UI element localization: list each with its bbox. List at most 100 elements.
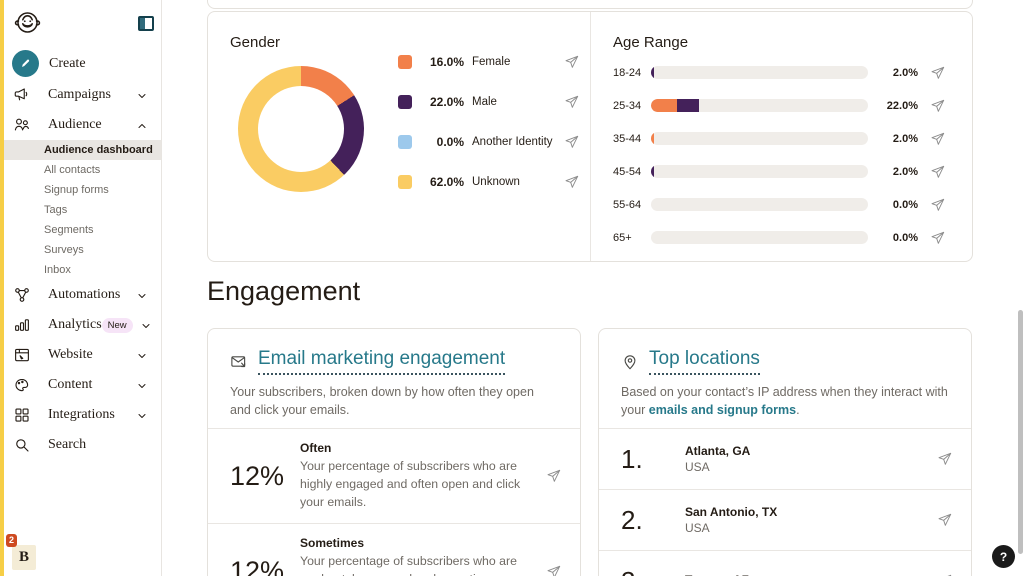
send-icon[interactable]	[930, 131, 946, 147]
location-row-1: 1. Atlanta, GA USA	[599, 429, 971, 490]
megaphone-icon	[13, 86, 31, 104]
sidebar-item-automations[interactable]: Automations	[0, 280, 161, 310]
sidebar-item-search[interactable]: Search	[0, 430, 161, 460]
pencil-icon	[12, 50, 39, 77]
legend-row-female: 16.0% Female	[398, 42, 580, 82]
age-row-18-24: 18-24 2.0%	[613, 56, 946, 89]
chevron-down-icon	[136, 349, 148, 361]
email-engagement-link[interactable]: Email marketing engagement	[258, 348, 506, 375]
sidebar-item-tags[interactable]: Tags	[44, 204, 68, 216]
send-icon[interactable]	[564, 134, 580, 150]
brand-yellow-strip	[0, 0, 4, 576]
previous-card-edge	[207, 0, 973, 9]
new-badge: New	[101, 317, 133, 333]
engagement-heading: Engagement	[207, 276, 361, 306]
age-bar	[651, 231, 868, 244]
send-icon[interactable]	[930, 98, 946, 114]
age-bar	[651, 99, 868, 112]
age-row-65plus: 65+ 0.0%	[613, 221, 946, 254]
age-range-chart: 18-24 2.0% 25-34 22.0% 35-44 2.	[613, 56, 946, 254]
send-icon[interactable]	[564, 94, 580, 110]
sidebar-item-website[interactable]: Website	[0, 340, 161, 370]
age-bar	[651, 132, 868, 145]
send-icon[interactable]	[564, 174, 580, 190]
age-row-35-44: 35-44 2.0%	[613, 122, 946, 155]
locations-card-description: Based on your contact’s IP address when …	[621, 385, 948, 418]
gender-panel: Gender 16.0% Female 22.0% Male	[208, 12, 591, 261]
send-icon[interactable]	[930, 65, 946, 81]
sidebar-item-campaigns[interactable]: Campaigns	[0, 80, 161, 110]
send-icon[interactable]	[930, 197, 946, 213]
palette-icon	[13, 376, 31, 394]
sidebar-item-content[interactable]: Content	[0, 370, 161, 400]
send-icon[interactable]	[564, 54, 580, 70]
mailchimp-logo-icon[interactable]	[13, 8, 42, 37]
gender-legend: 16.0% Female 22.0% Male 0.0% Another Ide…	[398, 42, 580, 202]
top-locations-link[interactable]: Top locations	[649, 348, 760, 375]
map-pin-icon	[621, 353, 639, 371]
female-swatch	[398, 55, 412, 69]
email-engagement-card: Email marketing engagement Your subscrib…	[207, 328, 581, 576]
age-range-panel: Age Range 18-24 2.0% 25-34 22.0%	[591, 12, 972, 261]
age-bar	[651, 66, 868, 79]
sidebar: Create Campaigns Audience Audience dashb…	[0, 0, 162, 576]
chevron-up-icon	[136, 119, 148, 131]
people-icon	[13, 116, 31, 134]
engagement-row-sometimes: 12% Sometimes Your percentage of subscri…	[208, 524, 580, 576]
sidebar-item-inbox[interactable]: Inbox	[44, 264, 71, 276]
collapse-fill	[140, 18, 145, 29]
age-bar	[651, 198, 868, 211]
audience-submenu: Audience dashboard All contacts Signup f…	[0, 140, 161, 280]
sidebar-item-audience-dashboard[interactable]: Audience dashboard	[4, 140, 161, 160]
sidebar-item-all-contacts[interactable]: All contacts	[44, 164, 101, 176]
top-locations-card: Top locations Based on your contact’s IP…	[598, 328, 972, 576]
legend-row-another-identity: 0.0% Another Identity	[398, 122, 580, 162]
unknown-swatch	[398, 175, 412, 189]
sidebar-item-signup-forms[interactable]: Signup forms	[44, 184, 109, 196]
chevron-down-icon	[136, 89, 148, 101]
grid-icon	[13, 406, 31, 424]
location-row-3: 3. Tucson, AZ	[599, 551, 971, 576]
sidebar-item-segments[interactable]: Segments	[44, 224, 94, 236]
sidebar-collapse-button[interactable]	[138, 16, 154, 31]
chevron-down-icon	[140, 319, 152, 331]
browser-icon	[13, 346, 31, 364]
scrollbar-thumb[interactable]	[1018, 310, 1023, 554]
sidebar-item-integrations[interactable]: Integrations	[0, 400, 161, 430]
age-range-title: Age Range	[613, 34, 689, 51]
send-icon[interactable]	[930, 230, 946, 246]
chevron-down-icon	[136, 289, 148, 301]
avatar-initial: B	[12, 545, 36, 570]
send-icon[interactable]	[546, 564, 562, 576]
send-icon[interactable]	[930, 164, 946, 180]
legend-row-male: 22.0% Male	[398, 82, 580, 122]
engagement-row-often: 12% Often Your percentage of subscribers…	[208, 429, 580, 525]
envelope-icon	[230, 353, 248, 371]
help-button[interactable]: ?	[992, 545, 1015, 568]
legend-row-unknown: 62.0% Unknown	[398, 162, 580, 202]
create-button[interactable]: Create	[12, 50, 86, 77]
sidebar-nav: Campaigns Audience Audience dashboard Al…	[0, 80, 161, 460]
send-icon[interactable]	[546, 468, 562, 484]
send-icon[interactable]	[937, 512, 953, 528]
age-row-45-54: 45-54 2.0%	[613, 155, 946, 188]
send-icon[interactable]	[937, 451, 953, 467]
account-avatar[interactable]: 2 B	[6, 534, 36, 570]
age-row-55-64: 55-64 0.0%	[613, 188, 946, 221]
search-icon	[13, 436, 31, 454]
sidebar-item-audience[interactable]: Audience	[0, 110, 161, 140]
sidebar-item-analytics[interactable]: Analytics New	[0, 310, 161, 340]
locations-card-header: Top locations Based on your contact’s IP…	[599, 329, 971, 429]
male-swatch	[398, 95, 412, 109]
sidebar-item-surveys[interactable]: Surveys	[44, 244, 84, 256]
emails-signup-forms-link[interactable]: emails and signup forms	[648, 403, 797, 418]
create-label: Create	[49, 55, 86, 71]
bar-chart-icon	[13, 316, 31, 334]
age-bar	[651, 165, 868, 178]
age-row-25-34: 25-34 22.0%	[613, 89, 946, 122]
notification-badge: 2	[6, 534, 18, 547]
location-row-2: 2. San Antonio, TX USA	[599, 490, 971, 551]
email-card-header: Email marketing engagement Your subscrib…	[208, 329, 580, 429]
demographics-card: Gender 16.0% Female 22.0% Male	[207, 11, 973, 262]
